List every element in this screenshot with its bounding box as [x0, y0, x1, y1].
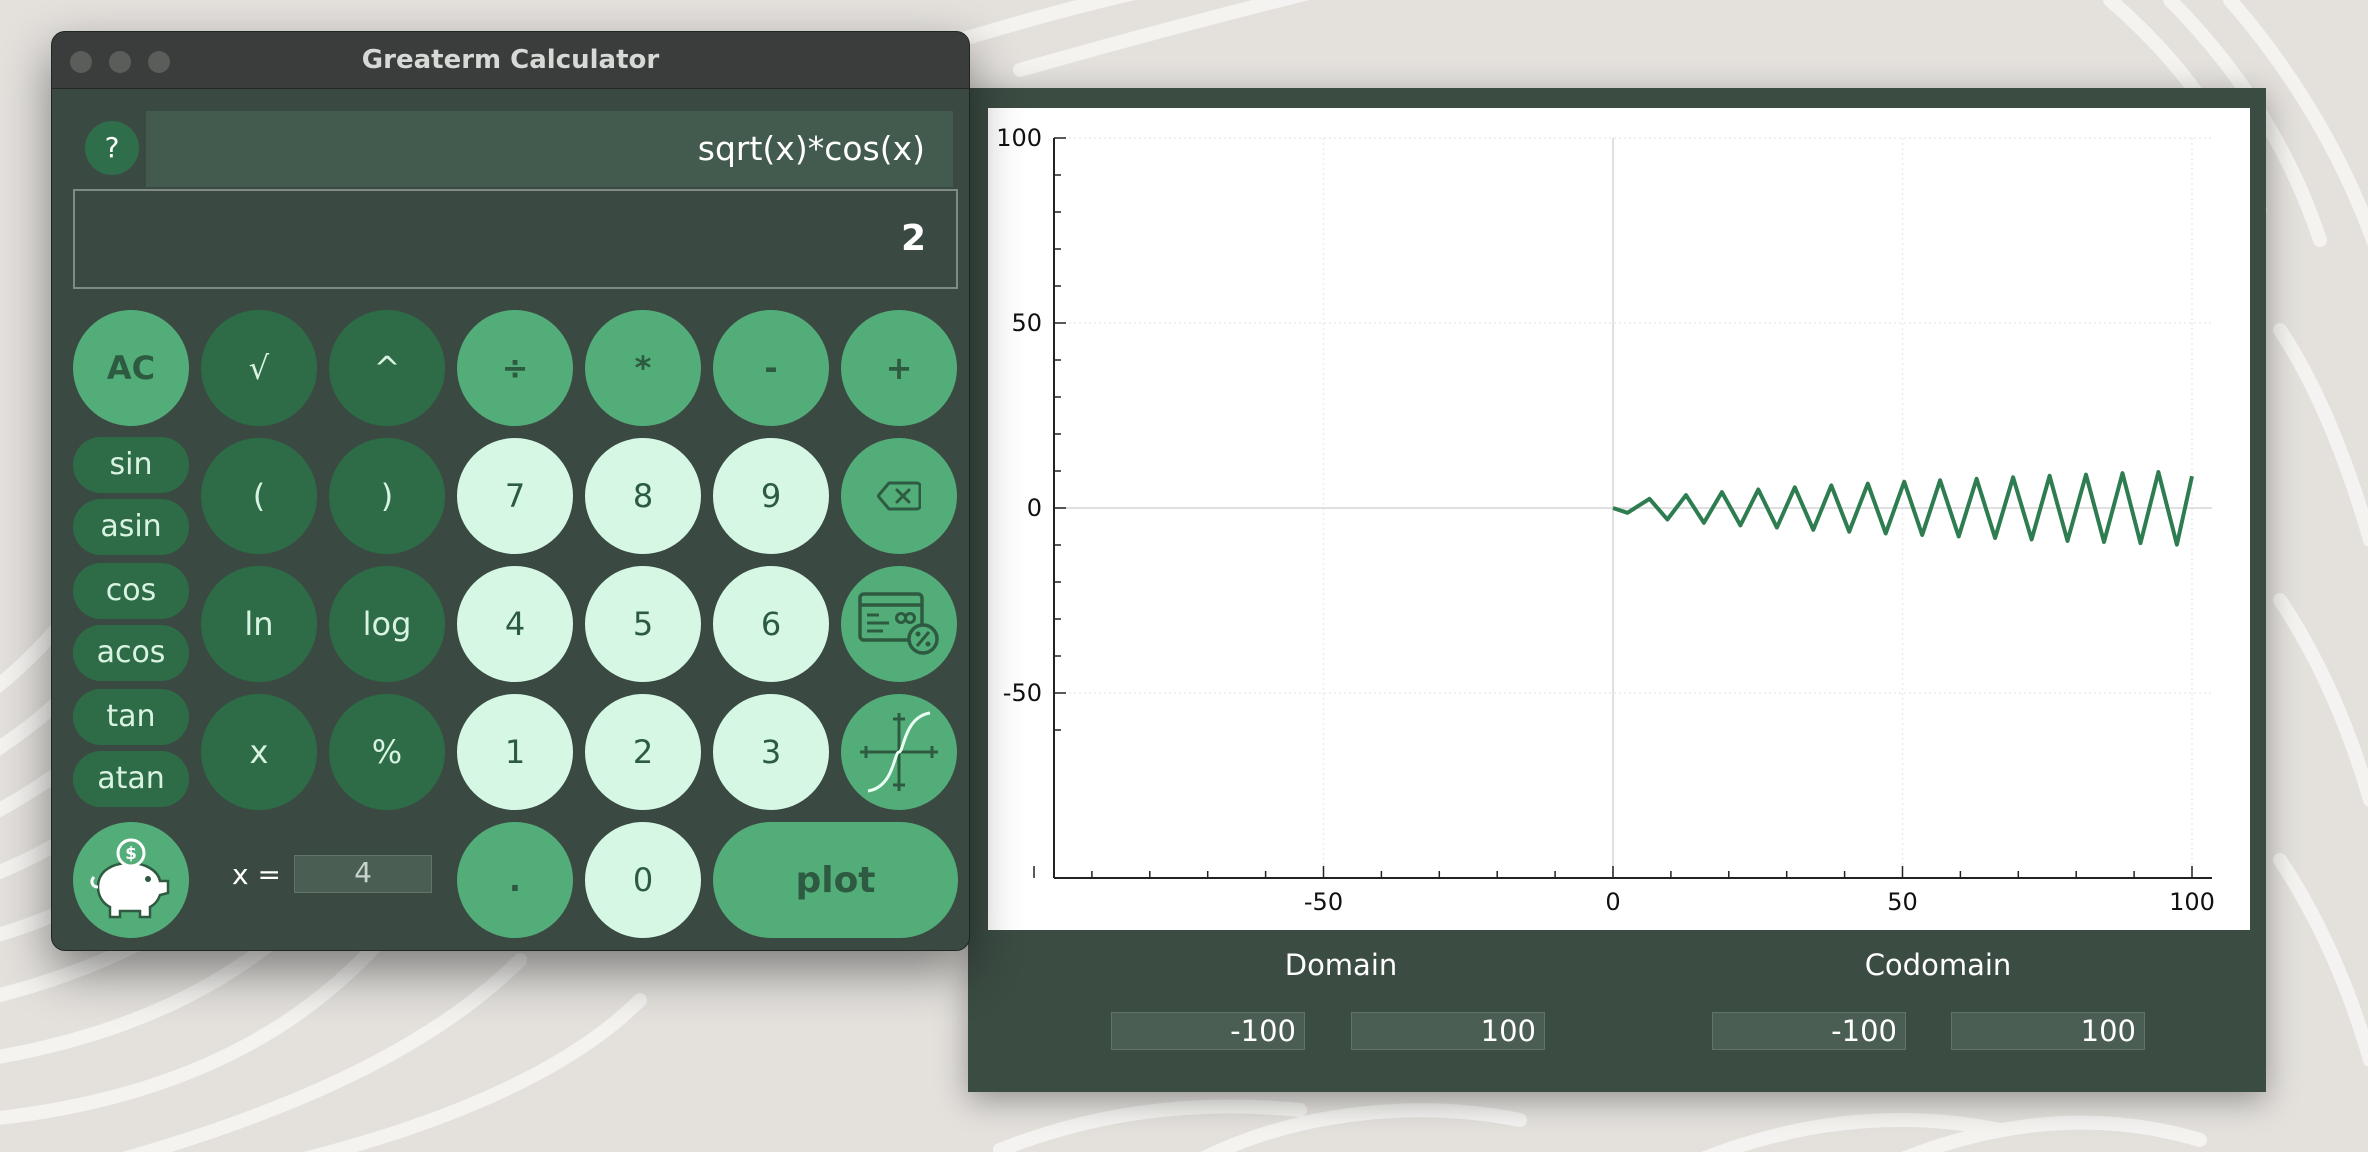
digit-1-button[interactable]: 1: [457, 694, 573, 810]
window-title: Greaterm Calculator: [361, 45, 660, 75]
ln-button[interactable]: ln: [201, 566, 317, 682]
domain-min-field[interactable]: -100: [1111, 1012, 1305, 1050]
digit-2-button[interactable]: 2: [585, 694, 701, 810]
close-paren-button[interactable]: ): [329, 438, 445, 554]
x-variable-button[interactable]: x: [201, 694, 317, 810]
calculator-window: Greaterm Calculator sqrt(x)*cos(x) ? 2 A…: [51, 31, 970, 951]
backspace-button[interactable]: [841, 438, 957, 554]
x-tick-label: 100: [2169, 888, 2215, 916]
y-tick-label: 100: [996, 124, 1042, 152]
digit-7-button[interactable]: 7: [457, 438, 573, 554]
codomain-min-field[interactable]: -100: [1712, 1012, 1906, 1050]
sin-button[interactable]: sin: [73, 437, 189, 493]
minus-button[interactable]: -: [713, 310, 829, 426]
piggy-bank-icon: $: [90, 838, 170, 919]
digit-0-button[interactable]: 0: [585, 822, 701, 938]
x-tick-label: 0: [1605, 888, 1620, 916]
codomain-max-field[interactable]: 100: [1951, 1012, 2145, 1050]
x-value-label: x =: [232, 858, 281, 891]
finance-card-percent-icon: [858, 592, 939, 655]
title-bar: Greaterm Calculator: [52, 32, 969, 89]
finance-button[interactable]: [841, 566, 957, 682]
digit-6-button[interactable]: 6: [713, 566, 829, 682]
graph-button[interactable]: [841, 694, 957, 810]
zoom-window-button[interactable]: [148, 51, 170, 73]
svg-text:$: $: [125, 844, 137, 864]
plot-window: -50 0 50 100 100 50 0 -50 Domain Codomain -100 …: [968, 88, 2266, 1092]
function-curve: [1612, 470, 2194, 547]
digit-9-button[interactable]: 9: [713, 438, 829, 554]
digit-3-button[interactable]: 3: [713, 694, 829, 810]
domain-label: Domain: [1284, 948, 1398, 982]
x-value-input[interactable]: 4: [294, 855, 432, 893]
atan-button[interactable]: atan: [73, 751, 189, 807]
tan-button[interactable]: tan: [73, 689, 189, 745]
y-tick-label: 0: [1027, 494, 1042, 522]
digit-5-button[interactable]: 5: [585, 566, 701, 682]
clear-button[interactable]: AC: [73, 310, 189, 426]
sqrt-button[interactable]: √: [201, 310, 317, 426]
digit-8-button[interactable]: 8: [585, 438, 701, 554]
domain-max-field[interactable]: 100: [1351, 1012, 1545, 1050]
help-button[interactable]: ?: [85, 121, 139, 175]
decimal-point-button[interactable]: .: [457, 822, 573, 938]
log-button[interactable]: log: [329, 566, 445, 682]
function-graph-icon: [860, 711, 938, 793]
savings-button[interactable]: $: [73, 822, 189, 938]
x-tick-label: 50: [1887, 888, 1918, 916]
acos-button[interactable]: acos: [73, 625, 189, 681]
x-tick-label: -50: [1304, 888, 1343, 916]
minimize-window-button[interactable]: [109, 51, 131, 73]
plus-button[interactable]: +: [841, 310, 957, 426]
backspace-icon: [877, 481, 921, 511]
y-tick-label: -50: [1003, 679, 1042, 707]
percent-button[interactable]: %: [329, 694, 445, 810]
cos-button[interactable]: cos: [73, 563, 189, 619]
plot-canvas: -50 0 50 100 100 50 0 -50: [988, 108, 2250, 930]
plot-button[interactable]: plot: [713, 822, 958, 938]
expression-display: sqrt(x)*cos(x): [146, 111, 953, 187]
asin-button[interactable]: asin: [73, 499, 189, 555]
digit-4-button[interactable]: 4: [457, 566, 573, 682]
multiply-button[interactable]: *: [585, 310, 701, 426]
power-button[interactable]: ^: [329, 310, 445, 426]
divide-button[interactable]: ÷: [457, 310, 573, 426]
result-display: 2: [73, 189, 958, 289]
codomain-label: Codomain: [1864, 948, 2012, 982]
close-window-button[interactable]: [70, 51, 92, 73]
open-paren-button[interactable]: (: [201, 438, 317, 554]
y-tick-label: 50: [1011, 309, 1042, 337]
function-plot: -50 0 50 100 100 50 0 -50: [996, 124, 2215, 916]
